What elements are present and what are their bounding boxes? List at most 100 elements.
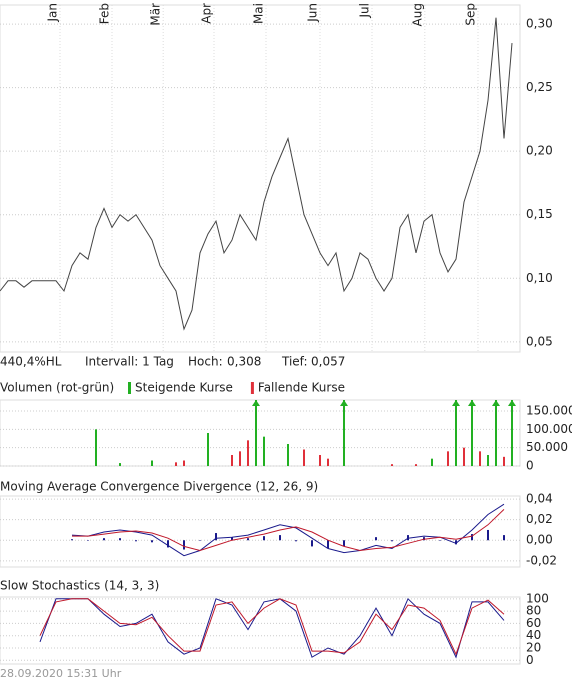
panel-title: Slow Stochastics (14, 3, 3)	[0, 579, 159, 593]
legend-swatch	[128, 382, 131, 394]
bar	[95, 429, 97, 466]
panel-frame	[0, 4, 521, 353]
bar	[103, 538, 105, 541]
bar	[183, 540, 185, 550]
bar	[303, 449, 305, 466]
bar	[327, 458, 329, 466]
overflow-arrow	[252, 400, 260, 406]
panel-frame	[0, 399, 521, 467]
y-tick-label: 80	[526, 604, 541, 618]
overflow-arrow	[340, 400, 348, 406]
bar	[343, 400, 345, 466]
bar	[487, 455, 489, 466]
y-tick-label: 0,04	[526, 492, 553, 506]
series-line	[39, 597, 505, 659]
bar	[247, 538, 249, 541]
bar	[135, 540, 137, 542]
overflow-arrow	[468, 400, 476, 406]
bar	[183, 460, 185, 466]
x-tick-label: Feb	[98, 3, 112, 24]
bar	[311, 540, 313, 547]
info-low-label: Tief:	[281, 355, 308, 369]
x-tick-label: Jun	[306, 3, 320, 23]
x-tick-label: Sep	[464, 3, 478, 26]
bar	[199, 540, 201, 541]
bar	[247, 440, 249, 466]
x-tick-label: Mai	[252, 3, 266, 24]
y-tick-label: 0,05	[526, 334, 553, 348]
bar	[447, 451, 449, 466]
bar	[431, 458, 433, 466]
y-tick-label: 0,10	[526, 271, 553, 285]
bar	[511, 400, 513, 466]
info-high-label: Hoch:	[188, 355, 223, 369]
bar	[455, 540, 457, 545]
bar	[167, 540, 169, 548]
overflow-arrow	[452, 400, 460, 406]
bar	[215, 533, 217, 541]
y-tick-label: 60	[526, 616, 541, 630]
bar	[231, 455, 233, 466]
info-range-label: 440,4%HL	[0, 355, 62, 369]
legend-swatch	[250, 382, 254, 394]
overflow-arrow	[492, 400, 500, 406]
y-tick-label: 0,02	[526, 512, 553, 526]
series-line	[0, 17, 513, 331]
bar	[71, 539, 73, 541]
x-tick-label: Apr	[200, 3, 214, 24]
series-line	[71, 503, 505, 557]
legend-label: Fallende Kurse	[258, 381, 345, 395]
bar	[319, 455, 321, 466]
bar	[471, 534, 473, 541]
y-tick-label: 150.000	[526, 404, 572, 418]
y-tick-label: 0,25	[526, 80, 553, 94]
bar	[151, 460, 153, 466]
bar	[255, 400, 257, 466]
bar	[287, 444, 289, 466]
bar	[263, 436, 265, 466]
y-tick-label: 100.000	[526, 422, 572, 436]
panel-title: Volumen (rot-grün)	[0, 381, 114, 395]
info-interval: Intervall: 1 Tag	[85, 355, 174, 369]
bar	[239, 451, 241, 466]
y-tick-label: 0	[526, 653, 534, 667]
bar	[503, 535, 505, 541]
bar	[479, 451, 481, 466]
overflow-arrow	[508, 400, 516, 406]
bar	[343, 540, 345, 547]
y-tick-label: 40	[526, 628, 541, 642]
y-tick-label: 0,30	[526, 17, 553, 31]
bar	[119, 538, 121, 541]
bar	[295, 540, 297, 542]
bar	[279, 535, 281, 541]
panel-frame	[0, 596, 521, 665]
bar	[463, 447, 465, 466]
bar	[119, 463, 121, 466]
bar	[407, 535, 409, 541]
bar	[503, 456, 505, 466]
x-tick-label: Jan	[46, 3, 60, 23]
y-tick-label: 50.000	[526, 440, 568, 454]
panel-frame	[0, 495, 521, 568]
bar	[375, 537, 377, 541]
y-tick-label: 100	[526, 591, 549, 605]
bar	[151, 540, 153, 543]
bar	[175, 462, 177, 466]
bar	[87, 540, 89, 541]
y-tick-label: 0	[526, 459, 534, 473]
y-tick-label: -0,02	[526, 553, 557, 567]
y-tick-label: 0,15	[526, 207, 553, 221]
y-tick-label: 0,00	[526, 533, 553, 547]
bar	[359, 540, 361, 541]
bar	[207, 433, 209, 466]
footer: 28.09.2020 15:31 Uhr	[0, 667, 122, 680]
bar	[495, 400, 497, 466]
bar	[439, 540, 441, 541]
series-line	[39, 598, 505, 656]
x-tick-label: Jul	[358, 3, 372, 18]
bar	[391, 540, 393, 542]
y-tick-label: 0,20	[526, 144, 553, 158]
panel-title: Moving Average Convergence Divergence (1…	[0, 480, 318, 494]
bar	[415, 464, 417, 466]
